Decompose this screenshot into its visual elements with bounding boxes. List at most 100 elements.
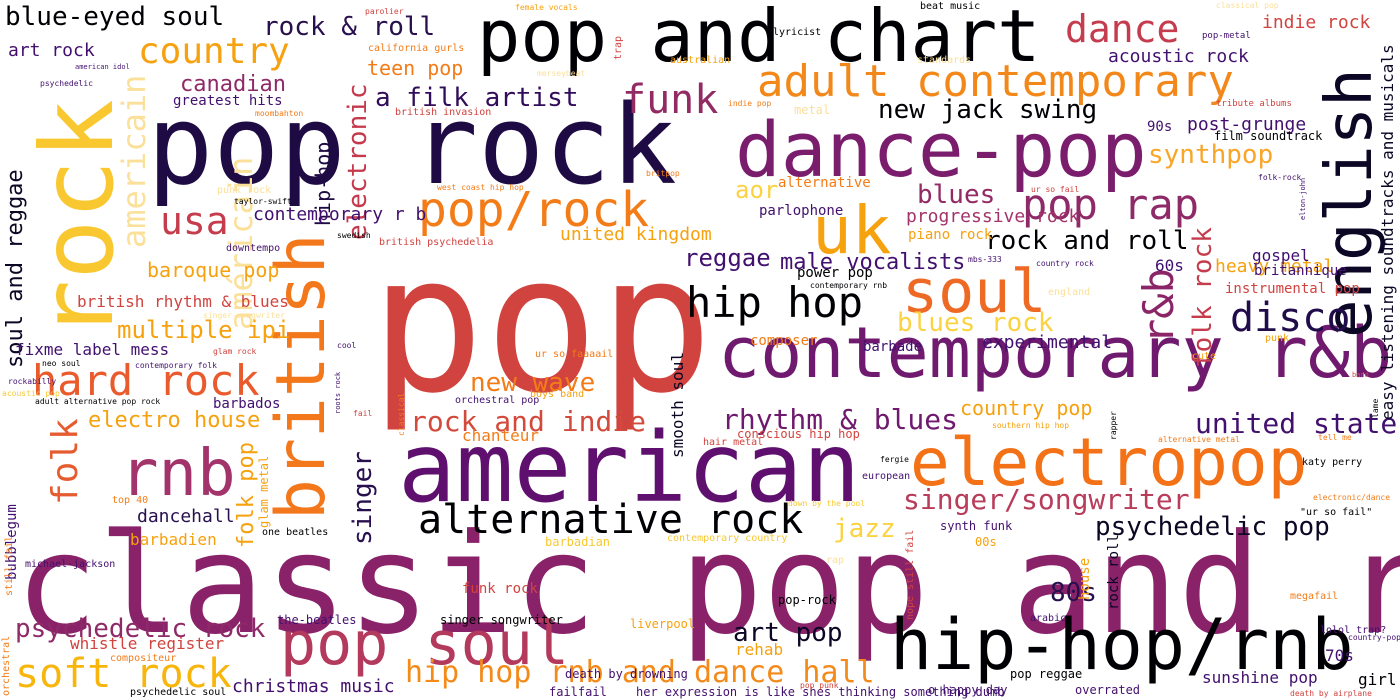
word: british psychedelia bbox=[379, 237, 494, 248]
word: one beatles bbox=[262, 527, 329, 538]
word: sunshine pop bbox=[1202, 668, 1318, 687]
word: blue-eyed soul bbox=[5, 2, 225, 32]
word: pop reggae bbox=[1010, 667, 1083, 681]
word: country-pop bbox=[1348, 633, 1400, 642]
word: art pop bbox=[733, 618, 843, 648]
word: punk rock bbox=[217, 185, 272, 196]
word: uk bbox=[812, 192, 892, 269]
word: girl bbox=[1358, 670, 1397, 689]
word: alternative rock bbox=[418, 497, 804, 543]
word: overrated bbox=[1075, 683, 1141, 697]
word: rapper bbox=[1109, 411, 1118, 440]
word: katy perry bbox=[1302, 457, 1363, 468]
word: pop/rock bbox=[418, 182, 650, 238]
word: united kingdom bbox=[560, 224, 712, 245]
word: rnb bbox=[120, 437, 236, 511]
word: electro house bbox=[88, 408, 261, 433]
word: pop-metal bbox=[1202, 31, 1251, 41]
word: country bbox=[138, 31, 290, 72]
word: o happy day bbox=[928, 683, 1008, 697]
word: 90s bbox=[1147, 119, 1173, 135]
word: rehab bbox=[735, 640, 784, 659]
word: pop and chart bbox=[477, 0, 1041, 78]
word: christmas music bbox=[232, 676, 395, 697]
word: european bbox=[862, 471, 911, 482]
word: nope still fail bbox=[905, 529, 916, 620]
word: synth funk bbox=[940, 519, 1013, 533]
word: art rock bbox=[8, 40, 95, 61]
word: experimental bbox=[982, 332, 1113, 353]
word: jazz bbox=[833, 514, 896, 544]
word: film soundtrack bbox=[1214, 129, 1323, 143]
word: fail bbox=[353, 409, 373, 418]
word: classical bbox=[397, 392, 406, 436]
word: top 40 bbox=[112, 495, 149, 506]
word: tell me bbox=[1318, 433, 1352, 442]
word: classical pop bbox=[1216, 1, 1279, 10]
word: downtempo bbox=[226, 243, 281, 254]
word: neo soul bbox=[42, 359, 81, 368]
word: singer-songwriter bbox=[203, 311, 285, 320]
word: hair metal bbox=[703, 437, 764, 448]
word: synthpop bbox=[1148, 140, 1274, 170]
word: smooth soul bbox=[668, 352, 687, 458]
word: contemporary r&b bbox=[718, 312, 1393, 394]
word: parolier bbox=[365, 7, 404, 16]
word: acoustic rock bbox=[1108, 46, 1249, 67]
word: 80s bbox=[1050, 578, 1097, 608]
word: swedish bbox=[337, 231, 371, 240]
word: classic pop and rock bbox=[15, 504, 1400, 665]
word: death by airplane bbox=[1290, 689, 1372, 698]
word: country rock bbox=[1036, 259, 1094, 268]
word: pop bbox=[370, 214, 714, 435]
word: britpop bbox=[646, 169, 680, 178]
word: folk rock bbox=[1188, 227, 1218, 368]
word: england bbox=[1048, 287, 1091, 298]
word: blues rock bbox=[897, 308, 1054, 338]
word: conscious hip hop bbox=[737, 427, 860, 441]
word: pop-rock bbox=[778, 593, 836, 607]
word: alternative metal bbox=[1158, 435, 1240, 444]
word: australian bbox=[670, 55, 731, 66]
word: male vocalists bbox=[780, 250, 966, 275]
word: new wave bbox=[470, 368, 596, 398]
word: parlophone bbox=[759, 203, 844, 219]
word: adult alternative pop rock bbox=[35, 397, 161, 406]
word: united states bbox=[1195, 407, 1400, 440]
word: singer songwriter bbox=[440, 613, 563, 627]
word: standards bbox=[917, 55, 972, 66]
word: hard rock bbox=[32, 356, 260, 405]
word: indie pop bbox=[728, 99, 772, 108]
word: r&b bbox=[1134, 268, 1183, 344]
word: dancehall bbox=[137, 506, 235, 527]
word: power pop bbox=[797, 265, 873, 281]
word: hip-hop/rnb bbox=[890, 604, 1354, 686]
word: folk pop bbox=[234, 442, 259, 548]
word: rockabilly bbox=[8, 377, 57, 386]
word: hip hop bbox=[686, 278, 864, 327]
word: americain bbox=[115, 74, 153, 248]
word: progressive rock bbox=[906, 206, 1080, 227]
word: compositeur bbox=[110, 653, 177, 664]
word: indie rock bbox=[1262, 12, 1371, 33]
word: southern hip hop bbox=[992, 421, 1070, 430]
word: trap bbox=[613, 35, 624, 60]
word: british invasion bbox=[395, 107, 492, 118]
word: greatest hits bbox=[173, 93, 283, 109]
word: contemporary folk bbox=[135, 361, 217, 370]
word: still fail bbox=[4, 535, 15, 596]
word: funk rock bbox=[462, 581, 538, 597]
word: 60s bbox=[1155, 256, 1184, 275]
word: mbs-333 bbox=[968, 255, 1002, 264]
word: rhythm & blues bbox=[722, 403, 959, 436]
word: fergie bbox=[880, 455, 909, 464]
word: lolol trap? bbox=[1320, 625, 1387, 636]
word: psychedelic rock bbox=[15, 614, 266, 644]
word: soul bbox=[902, 257, 1047, 327]
word: taylor-swift bbox=[234, 197, 292, 206]
word: multiple ipi bbox=[117, 316, 291, 344]
word: house bbox=[1077, 557, 1093, 600]
word: roots rock bbox=[334, 371, 342, 414]
word: disco bbox=[1230, 295, 1351, 341]
word: moombahton bbox=[255, 109, 304, 118]
